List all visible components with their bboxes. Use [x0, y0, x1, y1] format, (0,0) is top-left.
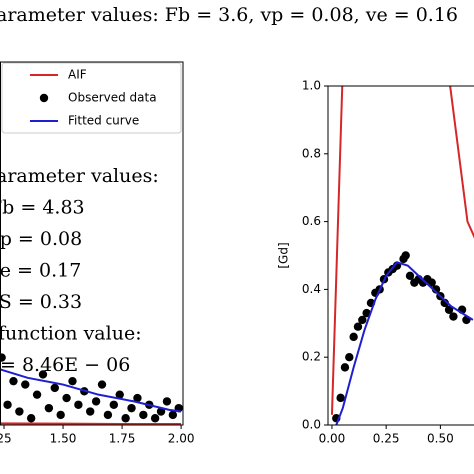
data-point [162, 397, 172, 406]
annotation: arameter values: [0, 165, 159, 187]
data-point [15, 407, 24, 416]
data-point [353, 322, 363, 331]
x-tick-label: 1.50 [50, 432, 77, 446]
y-tick-label: 1.0 [302, 79, 321, 93]
data-point [168, 410, 178, 420]
plot-area [0, 353, 183, 425]
series-line [330, 86, 474, 415]
data-point [349, 332, 358, 342]
legend-label: AIF [68, 68, 87, 82]
data-point [50, 383, 59, 393]
data-point [121, 414, 130, 423]
axes-frame [0, 61, 184, 426]
annotation: PS = 0.33 [0, 291, 82, 313]
annotation: function value: [0, 323, 142, 345]
data-point [74, 400, 83, 409]
data-point [109, 400, 119, 409]
data-point [449, 312, 458, 321]
data-point [358, 315, 367, 325]
data-point [103, 410, 113, 420]
data-point [68, 376, 77, 386]
x-tick-label: 0.25 [373, 432, 400, 446]
x-tick-label: 0.50 [427, 432, 454, 446]
data-point [38, 370, 48, 379]
data-point [444, 305, 454, 314]
y-axis-label: [Gd] [277, 242, 291, 268]
data-point [21, 380, 30, 389]
annotation: Fb = 4.83 [0, 197, 85, 219]
data-point [340, 363, 350, 372]
data-point [345, 353, 354, 362]
x-tick-label: 2.00 [168, 432, 195, 446]
data-point [3, 400, 12, 409]
data-point [32, 390, 42, 399]
y-tick-label: 0.2 [302, 350, 321, 364]
data-point [56, 410, 65, 420]
annotation: ve = 0.17 [0, 260, 81, 282]
x-tick-label: 1.75 [109, 432, 136, 446]
data-point [115, 390, 124, 399]
data-point [405, 271, 415, 281]
data-point [0, 353, 6, 362]
data-point [401, 251, 410, 260]
data-point [336, 393, 345, 403]
data-point [139, 410, 148, 420]
y-tick-label: 0.8 [302, 146, 321, 160]
legend: AIF Observed data Fitted curve [1, 62, 182, 134]
y-tick-label: 0.6 [302, 214, 321, 228]
y-tick-label: 0.4 [302, 282, 321, 296]
figure-title: arameter values: Fb = 3.6, vp = 0.08, ve… [0, 4, 458, 26]
axes-frame [327, 85, 474, 426]
data-point [26, 414, 36, 423]
data-point [9, 376, 18, 386]
legend-label: Observed data [68, 91, 157, 105]
legend-label: Fitted curve [68, 114, 139, 128]
annotation: = 8.46E − 06 [0, 354, 130, 376]
data-point [127, 403, 136, 413]
plot-area [330, 86, 474, 425]
x-tick-label: 0.00 [319, 432, 346, 446]
data-point [150, 414, 160, 423]
series-line [335, 261, 474, 425]
data-point [62, 393, 71, 403]
series-line [0, 422, 182, 425]
data-point [97, 380, 107, 389]
data-point [133, 393, 142, 403]
legend-box [1, 62, 182, 134]
data-point [86, 407, 95, 416]
legend-marker [39, 93, 49, 103]
data-point [156, 407, 166, 416]
annotation: vp = 0.08 [0, 228, 82, 250]
series-line [0, 368, 182, 413]
data-point [91, 397, 101, 406]
y-tick-label: 0.0 [302, 418, 321, 432]
x-tick-label: 25 [0, 432, 12, 446]
data-point [44, 403, 54, 413]
